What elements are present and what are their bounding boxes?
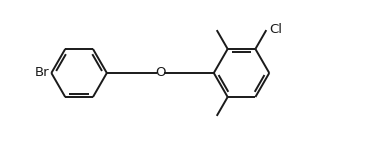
Text: Cl: Cl — [269, 23, 282, 36]
Text: Br: Br — [35, 67, 49, 79]
Text: O: O — [155, 67, 166, 79]
